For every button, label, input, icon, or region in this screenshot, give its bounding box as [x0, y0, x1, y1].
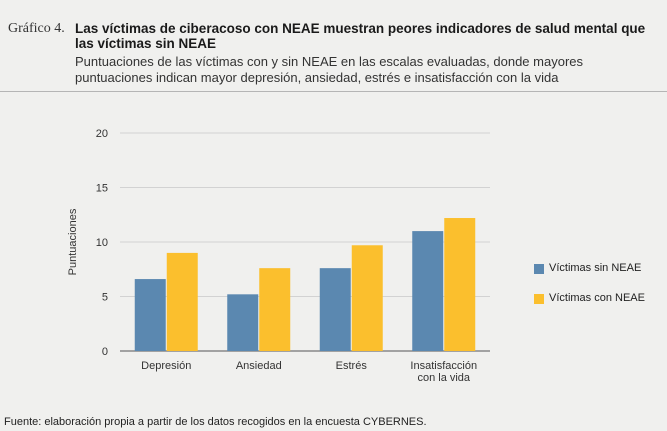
bar [166, 252, 198, 351]
bar [134, 279, 166, 351]
bar [319, 268, 351, 351]
figure-label: Gráfico 4. [8, 21, 65, 36]
y-tick-label: 0 [102, 346, 108, 358]
bars [134, 218, 476, 351]
chart-header: Gráfico 4. Las víctimas de ciberacoso co… [0, 0, 667, 92]
bar [351, 245, 383, 351]
x-tick-label: Insatisfacción [410, 360, 477, 372]
y-tick-label: 15 [96, 183, 108, 195]
bar [412, 231, 444, 351]
legend-swatch [534, 294, 544, 304]
legend-label: Víctimas con NEAE [549, 292, 645, 304]
y-tick-label: 10 [96, 237, 108, 249]
source-note: Fuente: elaboración propia a partir de l… [4, 416, 427, 428]
bar [444, 218, 476, 351]
y-axis-label: Puntuaciones [67, 208, 79, 275]
legend-swatch [534, 264, 544, 274]
chart-subtitle: Puntuaciones de las víctimas con y sin N… [75, 54, 583, 85]
bar [259, 268, 291, 351]
legend-label: Víctimas sin NEAE [549, 262, 642, 274]
x-tick-label: Depresión [141, 360, 191, 372]
y-tick-label: 5 [102, 292, 108, 304]
axis-labels: 0 5 10 15 20 Puntuaciones Depresión Ansiedad Est… [67, 128, 477, 384]
x-tick-label: Estrés [336, 360, 368, 372]
bar [227, 294, 259, 351]
x-tick-label: con la vida [417, 372, 470, 384]
y-tick-label: 20 [96, 128, 108, 140]
x-tick-label: Ansiedad [236, 360, 282, 372]
chart-title: Las víctimas de ciberacoso con NEAE mues… [75, 21, 646, 51]
